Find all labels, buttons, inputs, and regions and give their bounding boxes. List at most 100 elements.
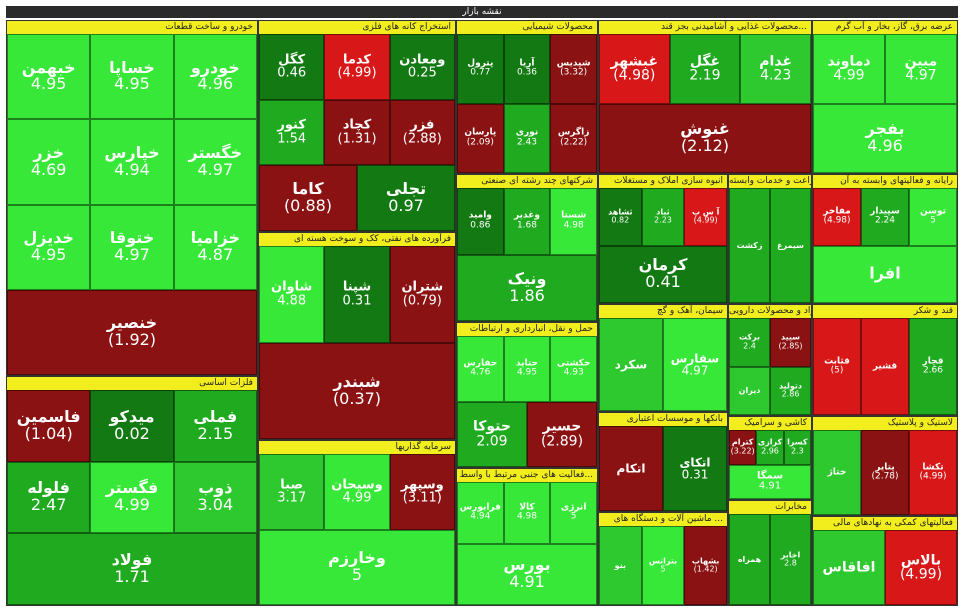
stock-tile[interactable]: فزر (2.88) — [389, 99, 455, 166]
sector-header[interactable]: کاشی و سرامیک — [729, 417, 811, 430]
stock-tile[interactable]: بترانس 5 — [641, 526, 685, 605]
stock-tile[interactable]: سیمرغ — [770, 188, 811, 303]
stock-tile[interactable]: غدام 4.23 — [740, 34, 811, 104]
stock-tile[interactable]: خبهمن 4.95 — [7, 34, 91, 120]
stock-tile[interactable]: بشهاب (1.42) — [684, 526, 727, 605]
stock-tile[interactable]: ومعادن 0.25 — [389, 34, 455, 100]
sector-header[interactable]: بانکها و موسسات اعتباری — [599, 413, 727, 426]
stock-tile[interactable]: شپدیس (3.32) — [550, 34, 597, 104]
sector-header[interactable]: مخابرات — [729, 501, 811, 514]
stock-tile[interactable]: اخابر 2.8 — [770, 514, 811, 605]
stock-tile[interactable]: فاسمین (1.04) — [7, 390, 91, 462]
sector-header[interactable]: مواد و محصولات دارویی — [729, 305, 811, 318]
stock-tile[interactable]: کترام (3.22) — [729, 430, 757, 465]
sector-header[interactable]: انبوه سازی املاک و مستغلات — [599, 175, 727, 188]
stock-tile[interactable]: کرمان 0.41 — [599, 245, 727, 303]
stock-tile[interactable]: تکشا (4.99) — [909, 430, 957, 515]
stock-tile[interactable]: فملی 2.15 — [173, 390, 257, 462]
stock-tile[interactable]: خنصیر (1.92) — [7, 289, 257, 375]
stock-tile[interactable]: اتکام — [599, 426, 663, 511]
stock-tile[interactable]: شپنا 0.31 — [324, 246, 390, 343]
stock-tile[interactable]: حکشتی 4.93 — [550, 336, 597, 402]
stock-tile[interactable]: کنور 1.54 — [259, 99, 325, 166]
stock-tile[interactable]: بنو — [599, 526, 642, 605]
sector-header[interactable]: حمل و نقل، انبارداری و ارتباطات — [457, 323, 597, 336]
stock-tile[interactable]: اتکای 0.31 — [663, 426, 727, 511]
stock-tile[interactable]: کالا 4.98 — [503, 482, 551, 544]
stock-tile[interactable]: پترول 0.77 — [457, 34, 504, 104]
sector-header[interactable]: رایانه و فعالیتهای وابسته به آن — [813, 175, 957, 188]
stock-tile[interactable]: زکشت — [729, 188, 770, 303]
stock-tile[interactable]: همراه — [729, 514, 770, 605]
stock-tile[interactable]: کگل 0.46 — [259, 34, 325, 100]
stock-tile[interactable]: شبندر (0.37) — [259, 342, 455, 439]
stock-tile[interactable]: ثشاهد 0.82 — [599, 188, 642, 246]
sector-header[interactable]: محصولات غذایی و آشامیدنی بجز قند... — [599, 21, 811, 34]
stock-tile[interactable]: دتولید 2.86 — [770, 366, 811, 415]
stock-tile[interactable]: انرژی 5 — [550, 482, 597, 544]
stock-tile[interactable]: سفارس 4.97 — [663, 318, 727, 411]
stock-tile[interactable]: برکت 2.4 — [729, 318, 770, 367]
stock-tile[interactable]: خزر 4.69 — [7, 119, 91, 205]
sector-header[interactable]: استخراج کانه های فلزی — [259, 21, 455, 34]
stock-tile[interactable]: فولاد 1.71 — [7, 533, 257, 605]
stock-tile[interactable]: ختاژ — [813, 430, 861, 515]
stock-tile[interactable]: افاقاس — [813, 530, 885, 605]
stock-tile[interactable]: شتران (0.79) — [389, 246, 455, 343]
stock-tile[interactable]: آریا 0.36 — [503, 34, 551, 104]
sector-header[interactable]: فرآورده های نفتی، کک و سوخت هسته ای — [259, 233, 455, 246]
stock-tile[interactable]: بورس 4.91 — [457, 543, 597, 605]
stock-tile[interactable]: کاما (0.88) — [259, 165, 357, 231]
stock-tile[interactable]: توسن 5 — [909, 188, 957, 246]
stock-tile[interactable]: حسیر (2.89) — [527, 401, 597, 467]
stock-tile[interactable]: خزامیا 4.87 — [173, 204, 257, 290]
stock-tile[interactable]: غبشهر (4.98) — [599, 34, 670, 104]
stock-tile[interactable]: قثابت (5) — [813, 318, 861, 415]
sector-header[interactable]: سیمان، آهک و گچ — [599, 305, 727, 318]
stock-tile[interactable]: قشیر — [861, 318, 909, 415]
stock-tile[interactable]: غگل 2.19 — [669, 34, 741, 104]
stock-tile[interactable]: نوری 2.43 — [503, 103, 551, 173]
stock-tile[interactable]: کدما (4.99) — [324, 34, 390, 100]
stock-tile[interactable]: خپارس 4.94 — [90, 119, 174, 205]
sector-header[interactable]: سرمایه گذاریها — [259, 441, 455, 454]
stock-tile[interactable]: دماوند 4.99 — [813, 34, 885, 104]
stock-tile[interactable]: پتایر (2.78) — [861, 430, 909, 515]
stock-tile[interactable]: سمگا 4.91 — [729, 464, 811, 499]
stock-tile[interactable]: ختوقا 4.97 — [90, 204, 174, 290]
sector-header[interactable]: شرکتهای چند رشته ای صنعتی — [457, 175, 597, 188]
stock-tile[interactable]: بفجر 4.96 — [813, 103, 957, 173]
stock-tile[interactable]: کچاد (1.31) — [324, 99, 390, 166]
stock-tile[interactable]: مبین 4.97 — [885, 34, 957, 104]
stock-tile[interactable]: وسیحان 4.99 — [324, 454, 390, 530]
stock-tile[interactable]: کرازی 2.96 — [756, 430, 784, 465]
stock-tile[interactable]: مفاخر (4.98) — [813, 188, 861, 246]
stock-tile[interactable]: خودرو 4.96 — [173, 34, 257, 120]
sector-header[interactable]: ماشین آلات و دستگاه های ... — [599, 513, 727, 526]
stock-tile[interactable]: ذوب 3.04 — [173, 461, 257, 534]
sector-header[interactable]: فعالیتهای کمکی به نهادهای مالی — [813, 517, 957, 530]
stock-tile[interactable]: دیران — [729, 366, 770, 415]
stock-tile[interactable]: شستا 4.98 — [550, 188, 597, 255]
sector-header[interactable]: فلزات اساسی — [7, 377, 257, 390]
stock-tile[interactable]: زاگرس (2.22) — [550, 103, 597, 173]
stock-tile[interactable]: حتاید 4.95 — [503, 336, 551, 402]
stock-tile[interactable]: وخارزم 5 — [259, 529, 455, 605]
stock-tile[interactable]: فرابورس 4.94 — [457, 482, 504, 544]
stock-tile[interactable]: کسرا 2.3 — [783, 430, 811, 465]
stock-tile[interactable]: فلوله 2.47 — [7, 461, 91, 534]
stock-tile[interactable]: آ س پ (4.99) — [684, 188, 727, 246]
sector-header[interactable]: خودرو و ساخت قطعات — [7, 21, 257, 34]
stock-tile[interactable]: سپید (2.85) — [770, 318, 811, 367]
stock-tile[interactable]: صبا 3.17 — [259, 454, 325, 530]
sector-header[interactable]: زراعت و خدمات وابسته — [729, 175, 811, 188]
stock-tile[interactable]: سپیدار 2.24 — [861, 188, 909, 246]
stock-tile[interactable]: ثباد 2.23 — [641, 188, 685, 246]
stock-tile[interactable]: حتوکا 2.09 — [457, 401, 527, 467]
stock-tile[interactable]: حفارس 4.76 — [457, 336, 504, 402]
sector-header[interactable]: عرضه برق، گاز، بخار و آب گرم — [813, 21, 957, 34]
stock-tile[interactable]: وغدیر 1.68 — [503, 188, 551, 255]
stock-tile[interactable]: خدیزل 4.95 — [7, 204, 91, 290]
stock-tile[interactable]: قچار 2.66 — [909, 318, 957, 415]
sector-header[interactable]: محصولات شیمیایی — [457, 21, 597, 34]
